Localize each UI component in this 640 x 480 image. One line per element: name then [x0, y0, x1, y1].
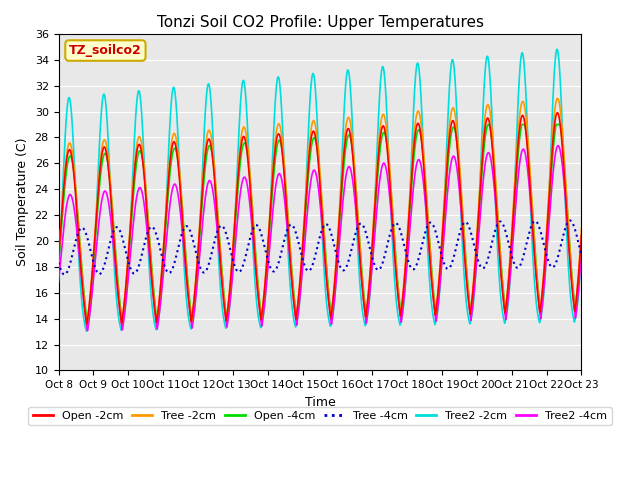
Tree -2cm [577, 228, 585, 234]
Tree2 -2cm [577, 250, 585, 256]
Tree -2cm [554, 96, 561, 102]
Tree -4cm [201, 269, 209, 275]
Line: Open -4cm: Open -4cm [59, 124, 581, 324]
Open -4cm [371, 212, 379, 218]
Open -4cm [167, 163, 175, 169]
Tree2 -2cm [201, 119, 209, 124]
Open -4cm [84, 321, 92, 327]
Tree2 -4cm [554, 143, 562, 148]
Open -4cm [55, 263, 63, 268]
Tree2 -2cm [167, 108, 175, 113]
Y-axis label: Soil Temperature (C): Soil Temperature (C) [16, 138, 29, 266]
Tree2 -4cm [84, 328, 92, 334]
Tree2 -4cm [201, 199, 209, 205]
Open -4cm [577, 242, 585, 248]
Tree -4cm [528, 222, 536, 228]
Tree -2cm [83, 321, 91, 327]
Tree -4cm [577, 252, 585, 258]
Tree2 -2cm [553, 47, 561, 52]
Line: Tree -4cm: Tree -4cm [59, 220, 581, 275]
Line: Tree2 -4cm: Tree2 -4cm [59, 145, 581, 331]
Title: Tonzi Soil CO2 Profile: Upper Temperatures: Tonzi Soil CO2 Profile: Upper Temperatur… [157, 15, 483, 30]
Open -2cm [380, 124, 388, 130]
Open -2cm [201, 158, 209, 164]
Tree2 -2cm [55, 268, 63, 274]
Open -4cm [201, 169, 209, 175]
Tree2 -4cm [167, 196, 175, 202]
Tree -2cm [380, 112, 388, 118]
Tree -4cm [380, 255, 388, 261]
Open -4cm [577, 240, 585, 246]
Tree2 -2cm [83, 328, 90, 334]
Tree -2cm [167, 146, 175, 152]
Tree2 -4cm [577, 252, 585, 258]
Tree -4cm [371, 263, 379, 269]
Open -4cm [528, 202, 536, 208]
Open -2cm [55, 256, 63, 262]
Text: TZ_soilco2: TZ_soilco2 [69, 44, 142, 57]
Tree2 -2cm [577, 247, 585, 253]
Open -2cm [83, 321, 91, 327]
Tree2 -4cm [371, 230, 379, 236]
Legend: Open -2cm, Tree -2cm, Open -4cm, Tree -4cm, Tree2 -2cm, Tree2 -4cm: Open -2cm, Tree -2cm, Open -4cm, Tree -4… [28, 407, 612, 425]
Tree2 -4cm [380, 160, 388, 166]
Tree -4cm [566, 217, 574, 223]
Open -2cm [528, 212, 536, 218]
Open -2cm [371, 203, 379, 209]
X-axis label: Time: Time [305, 396, 335, 408]
Open -4cm [380, 130, 388, 135]
Tree2 -4cm [528, 216, 536, 222]
Line: Open -2cm: Open -2cm [59, 113, 581, 324]
Open -2cm [577, 232, 585, 238]
Open -4cm [484, 121, 492, 127]
Tree2 -2cm [528, 234, 536, 240]
Tree -2cm [577, 226, 585, 231]
Open -2cm [554, 110, 561, 116]
Line: Tree2 -2cm: Tree2 -2cm [59, 49, 581, 331]
Tree2 -4cm [577, 251, 585, 256]
Line: Tree -2cm: Tree -2cm [59, 99, 581, 324]
Tree -2cm [55, 253, 63, 259]
Tree -4cm [61, 272, 68, 277]
Tree -4cm [55, 260, 63, 265]
Tree -2cm [201, 152, 209, 157]
Open -2cm [577, 235, 585, 240]
Tree -4cm [167, 269, 175, 275]
Tree2 -2cm [371, 201, 379, 207]
Open -2cm [167, 153, 175, 158]
Tree2 -4cm [55, 279, 63, 285]
Tree -2cm [528, 199, 536, 204]
Tree2 -2cm [380, 68, 388, 74]
Tree -4cm [577, 252, 585, 257]
Tree -2cm [371, 196, 379, 202]
